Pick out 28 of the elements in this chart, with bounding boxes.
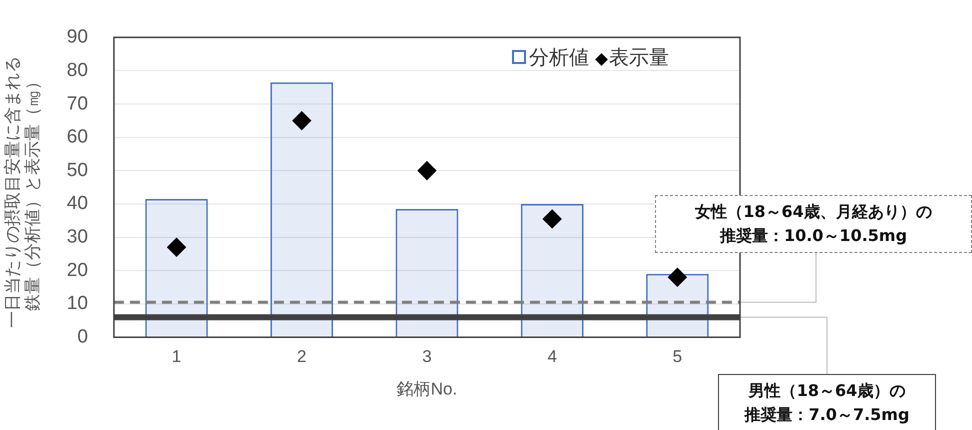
- y-tick-label: 20: [66, 260, 88, 281]
- y-tick-label: 80: [66, 60, 88, 81]
- point: [167, 238, 186, 257]
- x-axis-title: 銘柄No.: [396, 379, 458, 398]
- y-tick-label: 40: [66, 193, 88, 214]
- x-tick-label: 3: [422, 347, 432, 366]
- x-tick-label: 2: [297, 347, 306, 366]
- y-tick-label: 10: [66, 293, 88, 314]
- x-tick-label: 4: [547, 347, 557, 366]
- point: [542, 209, 562, 228]
- y-tick-label: 0: [77, 326, 88, 348]
- point: [668, 268, 687, 287]
- callout-box: 男性（18～64歳）の推奨量：7.0～7.5mg: [718, 374, 936, 430]
- point: [417, 161, 436, 180]
- ref-line-label: 男性（18～64歳）の推奨量：7.0～7.5mg: [743, 380, 910, 426]
- y-tick-label: 70: [66, 93, 88, 114]
- y-tick-label: 90: [66, 26, 88, 48]
- legend-label: 分析値: [528, 44, 589, 71]
- x-tick-label: 5: [672, 347, 682, 366]
- y-tick-label: 30: [66, 226, 88, 248]
- callout-box: 女性（18～64歳、月経あり）の推奨量：10.0～10.5mg: [655, 195, 972, 253]
- ref-line-label: 女性（18～64歳、月経あり）の推奨量：10.0～10.5mg: [694, 201, 933, 247]
- legend-label: 表示量: [608, 44, 669, 71]
- point: [292, 111, 312, 130]
- y-axis-title: 一日当たりの摂取目安量に含まれる鉄量（分析値）と表示量（㎎）: [3, 55, 43, 330]
- y-tick-label: 60: [66, 126, 88, 148]
- x-tick-label: 1: [172, 347, 182, 366]
- y-tick-label: 50: [66, 160, 88, 181]
